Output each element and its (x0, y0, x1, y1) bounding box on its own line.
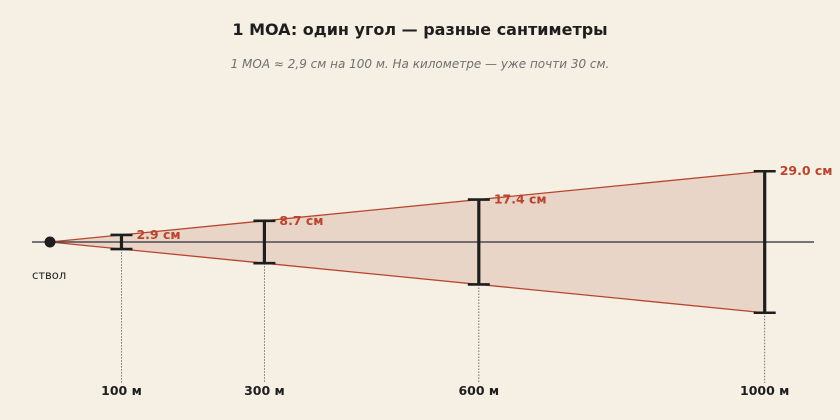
page-title: 1 MOA: один угол — разные сантиметры (232, 20, 608, 39)
size-label: 2.9 см (136, 227, 180, 242)
distance-marker: 29.0 см 1000 м (740, 163, 833, 398)
distance-label: 100 м (101, 383, 142, 398)
size-label: 17.4 см (494, 192, 547, 207)
distance-label: 1000 м (740, 383, 789, 398)
distance-marker: 2.9 см 100 м (101, 227, 180, 398)
cone-upper-edge (49, 170, 765, 243)
page-subtitle: 1 MOA ≈ 2,9 см на 100 м. На километре — … (230, 57, 610, 71)
cone-lower-edge (49, 241, 765, 314)
barrel-origin-dot (44, 236, 56, 248)
distance-label: 600 м (458, 383, 499, 398)
distance-markers: 2.9 см 100 м 8.7 см 300 м 17.4 см 600 м 29.0 с… (101, 163, 832, 398)
size-label: 29.0 см (780, 163, 833, 178)
distance-label: 300 м (244, 383, 285, 398)
size-label: 8.7 см (279, 213, 323, 228)
origin-label: ствол (32, 268, 66, 282)
distance-marker: 8.7 см 300 м (244, 213, 323, 398)
distance-marker: 17.4 см 600 м (458, 192, 546, 398)
